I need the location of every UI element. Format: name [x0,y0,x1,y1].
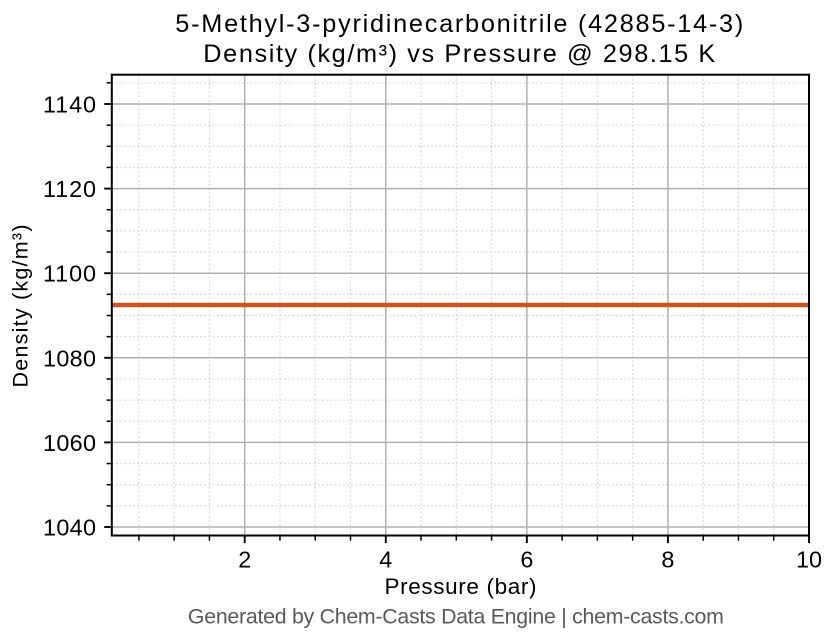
svg-text:1120: 1120 [43,176,96,202]
svg-text:1060: 1060 [43,430,96,456]
svg-text:Density (kg/m³): Density (kg/m³) [9,225,33,388]
svg-text:4: 4 [379,547,392,573]
svg-text:Pressure (bar): Pressure (bar) [385,574,537,599]
svg-text:8: 8 [661,547,674,573]
svg-text:1140: 1140 [43,92,96,118]
svg-text:1080: 1080 [43,345,96,371]
svg-text:Density (kg/m³) vs Pressure @: Density (kg/m³) vs Pressure @ 298.15 K [203,40,715,68]
svg-text:10: 10 [796,547,822,573]
svg-text:1100: 1100 [43,261,96,287]
svg-text:Generated by Chem-Casts Data E: Generated by Chem-Casts Data Engine | ch… [188,604,724,628]
svg-text:2: 2 [238,547,251,573]
svg-text:6: 6 [520,547,533,573]
svg-text:5-Methyl-3-pyridinecarbonitril: 5-Methyl-3-pyridinecarbonitrile (42885-1… [175,10,743,38]
svg-text:1040: 1040 [43,515,96,541]
